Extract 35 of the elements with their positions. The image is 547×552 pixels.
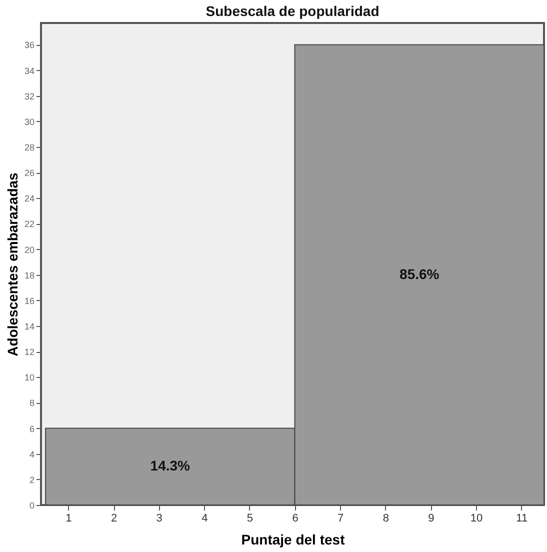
- x-tick-label: 7: [338, 512, 344, 524]
- x-tick-label: 3: [156, 512, 162, 524]
- x-tick-label: 6: [292, 512, 298, 524]
- x-tick-label: 2: [110, 512, 118, 524]
- y-tick-label: 12: [24, 347, 34, 358]
- x-tick-label: 5: [246, 512, 254, 524]
- y-tick-label: 6: [29, 424, 34, 434]
- chart-title: Subescala de popularidad: [206, 3, 380, 19]
- y-tick-label: 36: [24, 40, 34, 50]
- y-tick-label: 32: [24, 91, 34, 102]
- x-tick-label: 8: [382, 512, 389, 524]
- y-tick-label: 4: [29, 449, 34, 460]
- x-axis-title: Puntaje del test: [241, 532, 346, 548]
- x-tick-label: 9: [428, 512, 434, 524]
- y-tick-label: 18: [24, 270, 34, 280]
- y-axis-title: Adolescentes embarazadas: [4, 172, 20, 356]
- annotation: 14.3%: [150, 458, 191, 474]
- y-tick-label: 22: [24, 219, 34, 230]
- annotation: 85.6%: [400, 266, 440, 282]
- x-tick-label: 1: [66, 512, 72, 524]
- y-tick-label: 24: [24, 194, 34, 204]
- y-tick-label: 34: [24, 66, 34, 76]
- y-tick-label: 28: [24, 142, 34, 153]
- y-tick-label: 14: [24, 322, 34, 332]
- x-tick-label: 4: [202, 512, 208, 524]
- y-tick-label: 20: [24, 244, 34, 255]
- x-tick-label: 11: [516, 512, 528, 524]
- y-tick-label: 2: [29, 474, 34, 485]
- y-tick-label: 8: [29, 398, 34, 408]
- y-tick-label: 26: [24, 168, 34, 178]
- x-tick-label: 10: [470, 512, 483, 524]
- y-tick-label: 10: [24, 372, 34, 383]
- y-tick-label: 0: [29, 500, 34, 510]
- y-tick-label: 16: [24, 296, 34, 306]
- y-tick-label: 30: [24, 116, 34, 127]
